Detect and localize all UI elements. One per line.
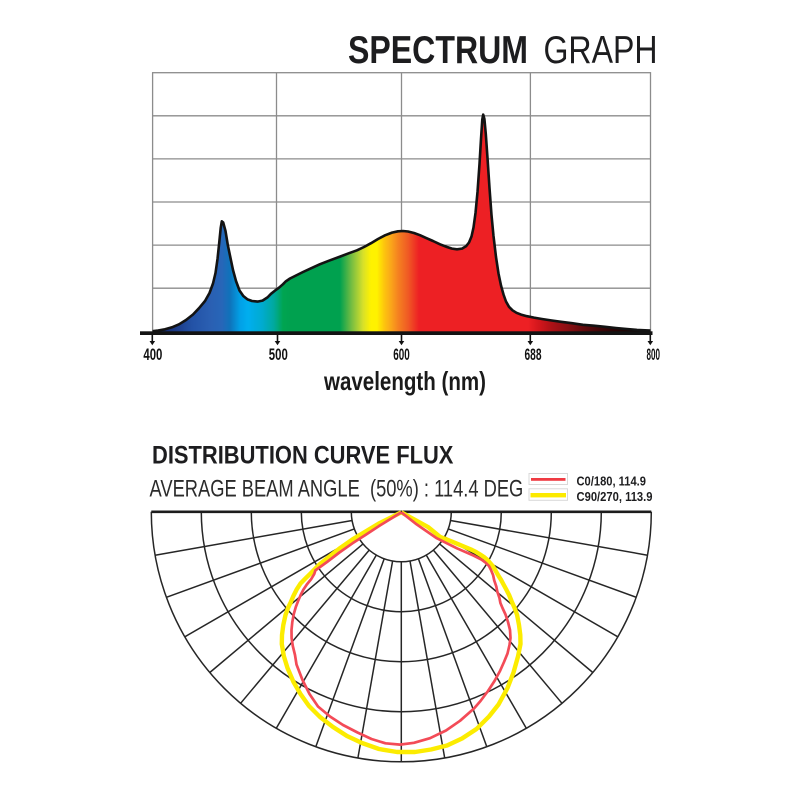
svg-text:C0/180, 114.9: C0/180, 114.9 — [577, 475, 647, 489]
svg-text:800: 800 — [647, 345, 661, 364]
svg-text:500: 500 — [269, 345, 288, 364]
svg-text:C90/270, 113.9: C90/270, 113.9 — [577, 490, 653, 504]
svg-text:400: 400 — [143, 345, 162, 364]
svg-text:600: 600 — [393, 345, 410, 364]
svg-text:688: 688 — [525, 345, 542, 364]
svg-text:wavelength (nm): wavelength (nm) — [323, 366, 486, 396]
svg-text:DISTRIBUTION CURVE FLUX: DISTRIBUTION CURVE FLUX — [152, 441, 454, 469]
svg-text:GRAPH: GRAPH — [544, 29, 658, 72]
svg-text:AVERAGE BEAM ANGLE (50%) : 11: AVERAGE BEAM ANGLE (50%) : 114.4 DEG — [150, 476, 524, 503]
svg-text:SPECTRUM: SPECTRUM — [348, 29, 528, 72]
